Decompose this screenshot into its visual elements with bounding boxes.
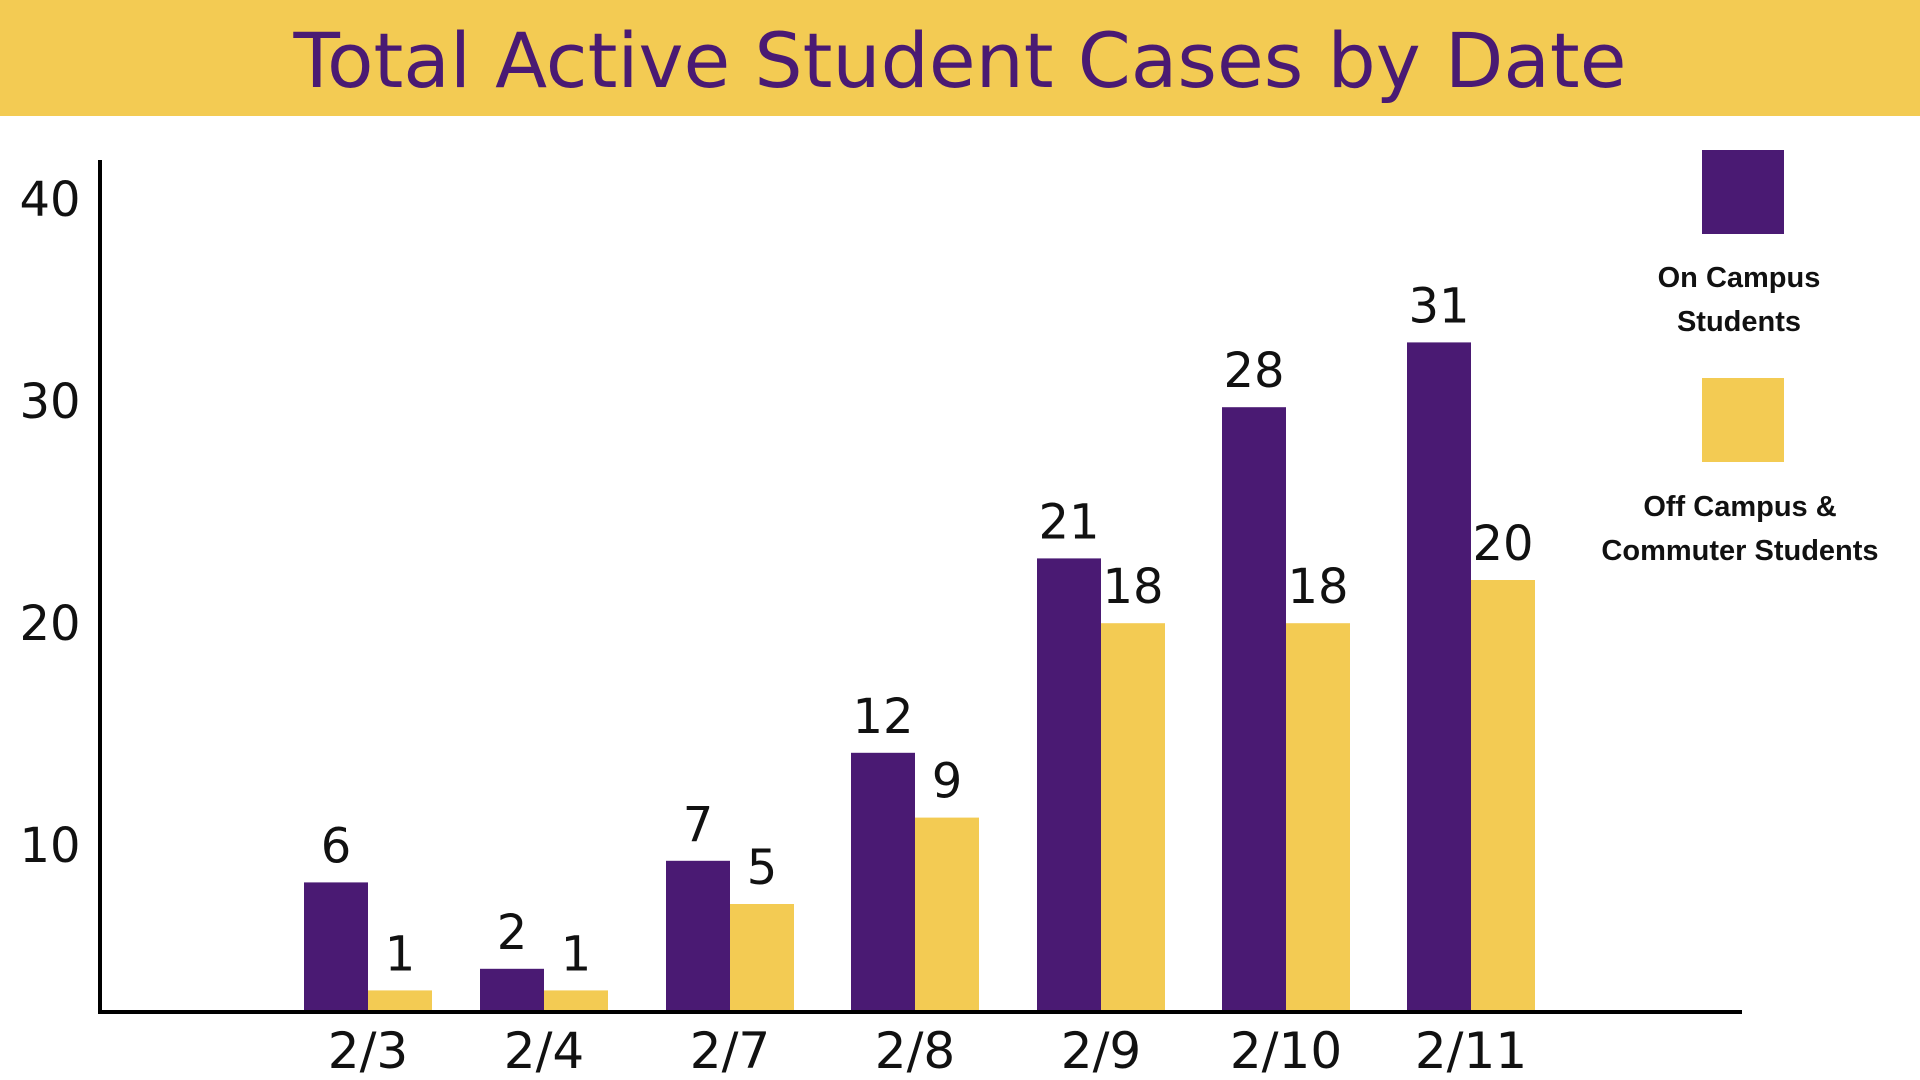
legend-label-off-campus-line-2: Commuter Students (1601, 535, 1878, 567)
bar-on-campus-2-9 (1037, 558, 1101, 1012)
x-tick-label-2-3: 2/3 (328, 1022, 408, 1080)
bar-on-campus-2-10 (1222, 407, 1286, 1012)
x-tick-label-2-10: 2/10 (1230, 1022, 1342, 1080)
value-label-on-campus-2-8: 12 (852, 689, 913, 745)
bar-off-campus-2-4 (544, 990, 608, 1012)
value-label-on-campus-2-4: 2 (497, 905, 528, 961)
bar-on-campus-2-11 (1407, 342, 1471, 1012)
bar-off-campus-2-9 (1101, 623, 1165, 1012)
value-label-on-campus-2-7: 7 (683, 797, 714, 853)
value-label-on-campus-2-9: 21 (1038, 494, 1099, 550)
y-tick-label-40: 40 (19, 172, 80, 228)
x-tick-label-2-8: 2/8 (875, 1022, 955, 1080)
legend-label-off-campus-line-1: Off Campus & (1643, 491, 1836, 523)
title-bar: Total Active Student Cases by Date (0, 0, 1920, 116)
x-tick-label-2-11: 2/11 (1415, 1022, 1527, 1080)
bar-off-campus-2-7 (730, 904, 794, 1012)
value-label-on-campus-2-10: 28 (1223, 343, 1284, 399)
value-label-off-campus-2-3: 1 (385, 926, 416, 982)
bar-off-campus-2-10 (1286, 623, 1350, 1012)
axes-layer: 2/3 2/4 2/7 2/8 2/9 2/10 2/11 10 20 30 40 (19, 160, 1742, 1080)
legend-label-on-campus-line-2: Students (1677, 306, 1801, 338)
value-label-off-campus-2-8: 9 (932, 754, 963, 810)
value-label-off-campus-2-7: 5 (747, 840, 778, 896)
x-tick-label-2-7: 2/7 (690, 1022, 770, 1080)
y-tick-label-10: 10 (19, 818, 80, 874)
bar-off-campus-2-11 (1471, 580, 1535, 1012)
legend-swatch-on-campus (1702, 150, 1784, 234)
y-tick-label-30: 30 (19, 374, 80, 430)
value-label-off-campus-2-11: 20 (1472, 516, 1533, 572)
bar-on-campus-2-3 (304, 882, 368, 1012)
legend: On Campus Students Off Campus & Commuter St… (1601, 150, 1879, 567)
y-tick-label-20: 20 (19, 596, 80, 652)
legend-label-on-campus-line-1: On Campus (1658, 262, 1821, 294)
bar-off-campus-2-8 (915, 817, 979, 1012)
chart-title: Total Active Student Cases by Date (293, 15, 1627, 105)
bar-on-campus-2-8 (851, 752, 915, 1012)
bars-layer (304, 342, 1535, 1012)
bar-on-campus-2-7 (666, 860, 730, 1012)
value-label-off-campus-2-4: 1 (561, 926, 592, 982)
legend-swatch-off-campus (1702, 378, 1784, 462)
value-label-on-campus-2-3: 6 (321, 818, 352, 874)
value-label-off-campus-2-10: 18 (1287, 559, 1348, 615)
bar-off-campus-2-3 (368, 990, 432, 1012)
value-label-on-campus-2-11: 31 (1408, 278, 1469, 334)
value-label-off-campus-2-9: 18 (1102, 559, 1163, 615)
x-tick-label-2-4: 2/4 (504, 1022, 584, 1080)
bar-on-campus-2-4 (480, 968, 544, 1012)
x-tick-label-2-9: 2/9 (1061, 1022, 1141, 1080)
